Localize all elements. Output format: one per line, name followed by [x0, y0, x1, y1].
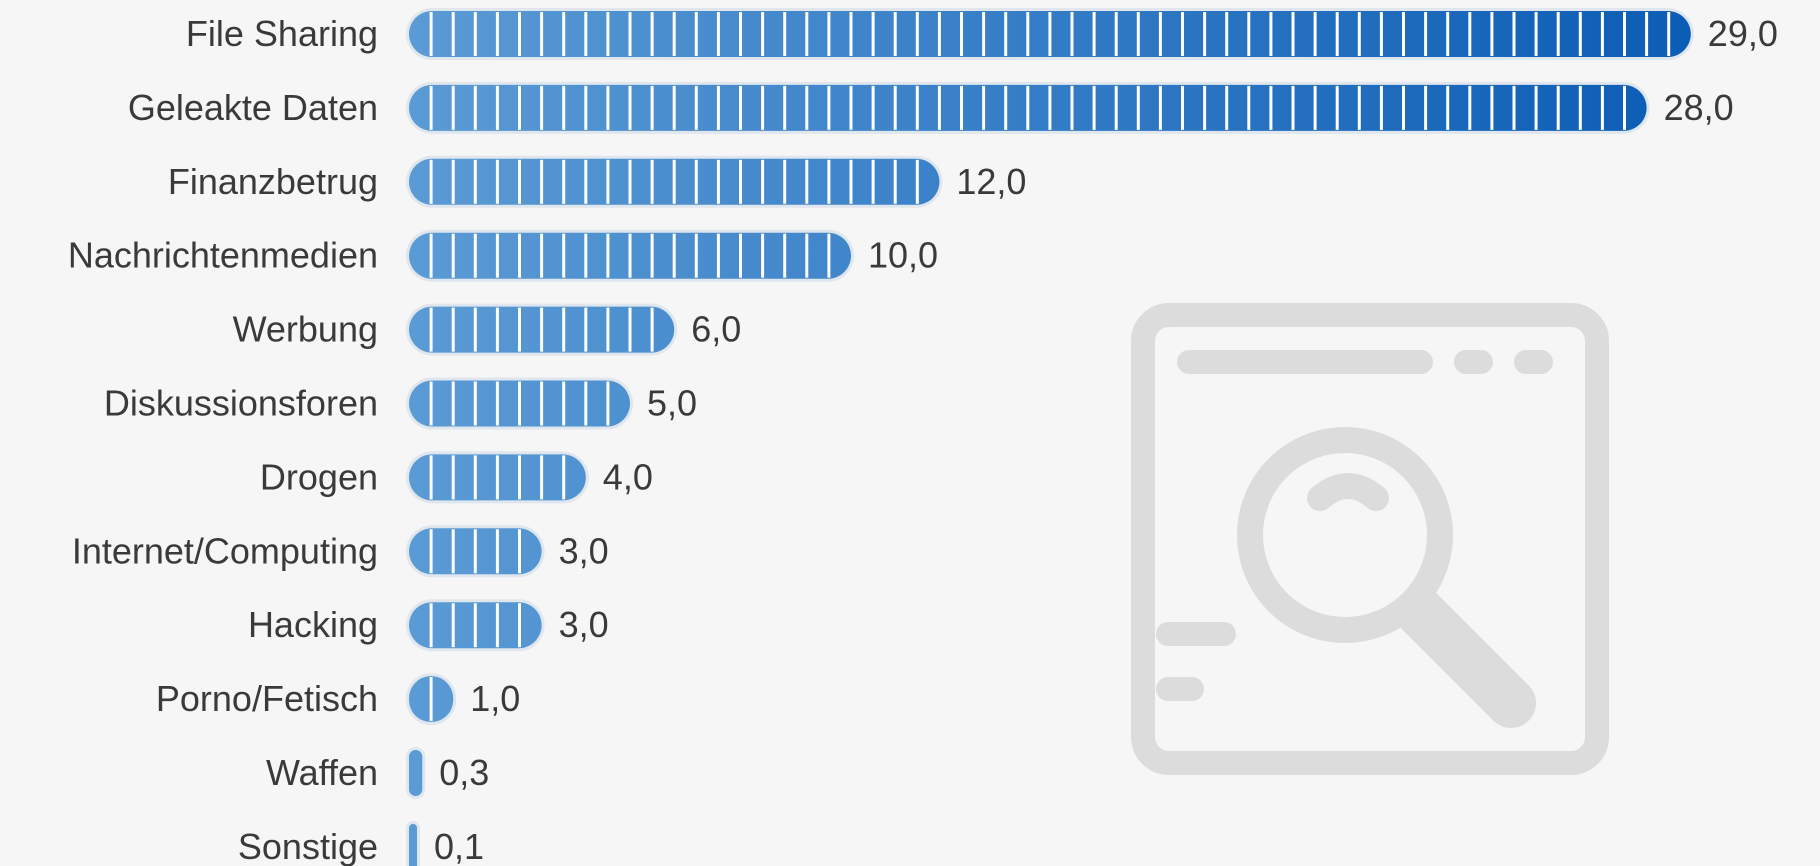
bar-segments [429, 529, 521, 574]
bar-row: Internet/Computing 3,0 [72, 525, 609, 578]
category-label: Finanzbetrug [168, 161, 378, 202]
value-label: 3,0 [559, 604, 609, 645]
bar-segments [429, 603, 521, 648]
category-label: Drogen [260, 456, 378, 497]
value-label: 0,3 [439, 752, 489, 793]
bar-segments [429, 381, 610, 426]
category-label: Geleakte Daten [128, 87, 378, 128]
bar-row: Waffen 0,3 [266, 747, 489, 799]
bar-row: Nachrichtenmedien 10,0 [68, 229, 938, 282]
bar-segments [429, 12, 1671, 56]
value-label: 12,0 [956, 161, 1026, 202]
bar-row: Porno/Fetisch 1,0 [156, 673, 520, 726]
value-label: 0,1 [434, 826, 484, 866]
bar-row: Hacking 3,0 [248, 599, 609, 652]
bar [409, 750, 423, 796]
value-label: 4,0 [603, 456, 653, 497]
value-label: 29,0 [1708, 13, 1778, 54]
value-label: 28,0 [1664, 87, 1734, 128]
bar-segments [429, 159, 919, 204]
category-label: Nachrichtenmedien [68, 235, 378, 276]
bar-row: Finanzbetrug 12,0 [168, 155, 1026, 208]
bar-segments [429, 307, 654, 352]
bar-row: Sonstige 0,1 [238, 820, 484, 866]
bar-row: Drogen 4,0 [260, 451, 653, 504]
bar-segments [429, 455, 566, 500]
category-label: Diskussionsforen [104, 383, 378, 424]
category-label: Porno/Fetisch [156, 678, 378, 719]
bar-segments [429, 233, 831, 278]
browser-magnifier-icon [1131, 303, 1609, 775]
value-label: 6,0 [691, 309, 741, 350]
bar-row: Werbung 6,0 [233, 303, 741, 356]
value-label: 5,0 [647, 383, 697, 424]
bar [409, 823, 417, 866]
category-label: Waffen [266, 752, 378, 793]
bar-row: Geleakte Daten 28,0 [128, 81, 1734, 134]
category-label: Internet/Computing [72, 530, 378, 571]
category-label: Sonstige [238, 826, 378, 866]
value-label: 3,0 [559, 530, 609, 571]
category-label: File Sharing [186, 13, 378, 54]
category-label: Hacking [248, 604, 378, 645]
category-label: Werbung [233, 309, 378, 350]
bar-row: Diskussionsforen 5,0 [104, 377, 697, 430]
value-label: 1,0 [470, 678, 520, 719]
bar-row: File Sharing 29,0 [186, 8, 1778, 60]
value-label: 10,0 [868, 235, 938, 276]
bar-segments [429, 85, 1626, 130]
